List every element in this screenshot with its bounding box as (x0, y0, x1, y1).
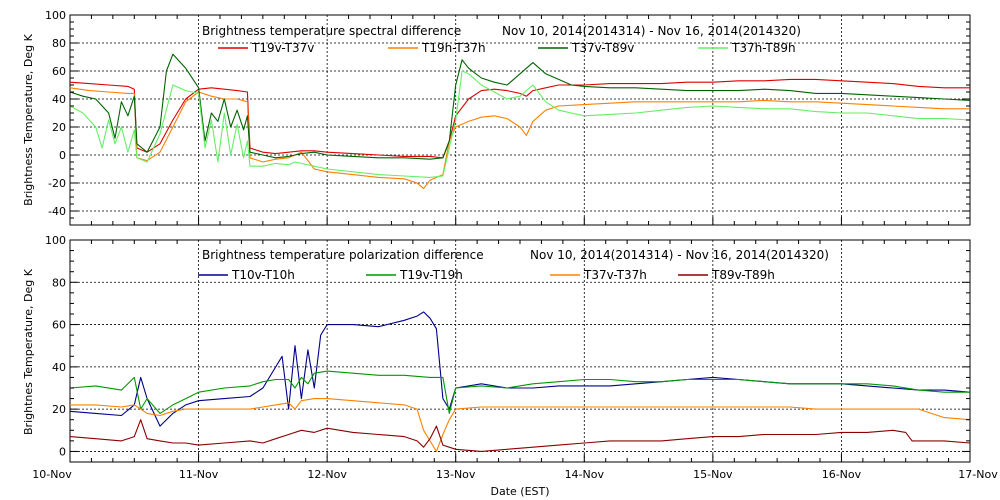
y-tick-label: 80 (52, 276, 66, 289)
y-axis-ticks: -40 -20 0 20 40 60 80 100 (45, 9, 970, 226)
legend-label: T10v-T10h (231, 268, 295, 282)
x-tick-label: 11-Nov (179, 468, 219, 481)
x-axis-ticks (69, 240, 971, 462)
date-range: Nov 10, 2014(2014314) - Nov 16, 2014(201… (530, 248, 829, 262)
y-tick-label: 60 (52, 319, 66, 332)
series-line-t37v-t89v (69, 53, 971, 160)
legend-label: T19v-T19h (399, 268, 463, 282)
panel-frame (69, 239, 971, 463)
legend-label: T19h-T37h (421, 41, 486, 55)
grid (70, 240, 970, 462)
panel-title: Brightness temperature polarization diff… (202, 248, 484, 262)
legend: T10v-T10h T19v-T19h T37v-T37h T89v-T89h (198, 268, 775, 282)
series-line-t37h-t89h (69, 70, 971, 178)
y-tick-label: 60 (52, 65, 66, 78)
legend-label: T37h-T89h (731, 41, 796, 55)
x-tick-label: 14-Nov (565, 468, 605, 481)
series-group (69, 311, 971, 452)
y-tick-label: 80 (52, 37, 66, 50)
y-axis-title: Brightnes Temperature, Deg K (22, 268, 35, 435)
x-tick-label: 16-Nov (822, 468, 862, 481)
y-tick-label: 100 (45, 9, 66, 22)
legend-label: T19v-T37v (251, 41, 314, 55)
series-line-t89v-t89h (69, 419, 971, 452)
date-range: Nov 10, 2014(2014314) - Nov 16, 2014(201… (502, 24, 801, 38)
y-axis-ticks: 0 20 40 60 80 100 (45, 234, 970, 463)
spectral-difference-panel: -40 -20 0 20 40 60 80 100 Brightness temperatur… (22, 9, 971, 226)
y-tick-label: 20 (52, 121, 66, 134)
y-tick-label: -20 (48, 177, 66, 190)
panel-frame (69, 14, 971, 226)
x-tick-label: 15-Nov (693, 468, 733, 481)
x-axis-ticks (69, 15, 971, 225)
x-tick-labels: 10-Nov 11-Nov 12-Nov 13-Nov 14-Nov 15-Nov 16-N… (32, 468, 998, 481)
series-line-t19v-t19h (69, 370, 970, 414)
y-tick-label: -40 (48, 205, 66, 218)
polarization-difference-panel: 0 20 40 60 80 100 Brightness temperature pola… (22, 234, 971, 463)
legend-label: T37v-T37h (583, 268, 647, 282)
legend-label: T89v-T89h (711, 268, 775, 282)
x-tick-label: 10-Nov (32, 468, 72, 481)
y-tick-label: 100 (45, 234, 66, 247)
x-tick-label: 13-Nov (436, 468, 476, 481)
legend-label: T37v-T89v (571, 41, 634, 55)
grid (70, 15, 970, 225)
series-line-t37v-t37h (70, 398, 971, 452)
y-tick-label: 0 (59, 149, 66, 162)
y-tick-label: 40 (52, 361, 66, 374)
y-axis-title: Brightness Temperature, Deg K (22, 33, 35, 205)
x-tick-label: 17-Nov (958, 468, 998, 481)
series-line-t19h-t37h (69, 87, 970, 190)
y-tick-label: 20 (52, 403, 66, 416)
legend: T19v-T37v T19h-T37h T37v-T89v T37h-T89h (218, 41, 796, 55)
series-group (69, 53, 971, 190)
x-tick-label: 12-Nov (307, 468, 347, 481)
y-tick-label: 40 (52, 93, 66, 106)
panel-title: Brightness temperature spectral differen… (202, 24, 461, 38)
y-tick-label: 0 (59, 445, 66, 458)
x-axis-title: Date (EST) (490, 485, 549, 498)
